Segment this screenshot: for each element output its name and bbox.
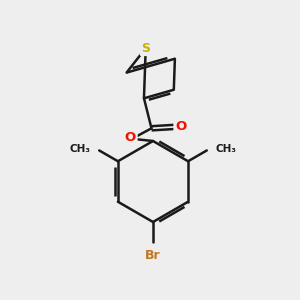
Text: O: O xyxy=(125,131,136,144)
Text: O: O xyxy=(175,120,186,133)
Text: Br: Br xyxy=(145,249,161,262)
Text: S: S xyxy=(141,42,150,55)
Text: CH₃: CH₃ xyxy=(216,144,237,154)
Text: CH₃: CH₃ xyxy=(69,144,90,154)
